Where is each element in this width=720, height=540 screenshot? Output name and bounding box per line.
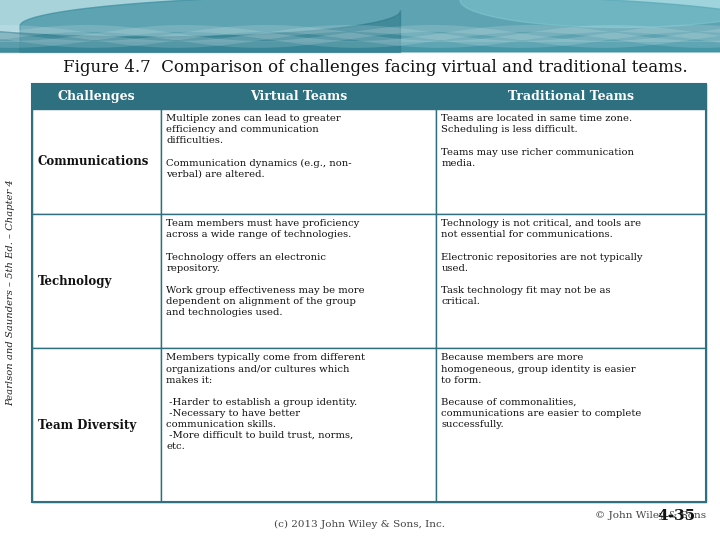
Bar <box>436 348 706 502</box>
Polygon shape <box>460 0 720 28</box>
Text: © John Wiley & Sons: © John Wiley & Sons <box>595 511 706 521</box>
Text: Because members are more
homogeneous, group identity is easier
to form.

Because: Because members are more homogeneous, gr… <box>441 353 642 429</box>
Bar <box>436 214 706 348</box>
Bar <box>0 0 720 42</box>
Bar <box>161 214 436 348</box>
Bar <box>436 109 706 214</box>
Bar <box>32 214 161 348</box>
Text: Challenges: Challenges <box>58 90 135 103</box>
Bar <box>32 109 161 214</box>
Bar <box>32 84 706 502</box>
Text: Virtual Teams: Virtual Teams <box>251 90 348 103</box>
Text: (c) 2013 John Wiley & Sons, Inc.: (c) 2013 John Wiley & Sons, Inc. <box>274 519 446 529</box>
Bar <box>32 84 161 109</box>
Text: Members typically come from different
organizations and/or cultures which
makes : Members typically come from different or… <box>166 353 366 451</box>
Bar <box>161 84 436 109</box>
Text: Pearlson and Saunders – 5th Ed. – Chapter 4: Pearlson and Saunders – 5th Ed. – Chapte… <box>6 180 16 407</box>
Bar <box>161 348 436 502</box>
Text: Team Diversity: Team Diversity <box>38 418 136 431</box>
Text: Technology: Technology <box>38 275 112 288</box>
Text: 4-35: 4-35 <box>657 509 695 523</box>
Bar <box>0 0 720 52</box>
Bar <box>161 109 436 214</box>
Text: Multiple zones can lead to greater
efficiency and communication
difficulties.

C: Multiple zones can lead to greater effic… <box>166 114 352 179</box>
Text: Communications: Communications <box>38 156 149 168</box>
Text: Figure 4.7  Comparison of challenges facing virtual and traditional teams.: Figure 4.7 Comparison of challenges faci… <box>63 59 688 77</box>
Bar <box>436 84 706 109</box>
Text: Traditional Teams: Traditional Teams <box>508 90 634 103</box>
Text: Team members must have proficiency
across a wide range of technologies.

Technol: Team members must have proficiency acros… <box>166 219 365 317</box>
Text: Teams are located in same time zone.
Scheduling is less difficult.

Teams may us: Teams are located in same time zone. Sch… <box>441 114 634 168</box>
Bar <box>32 348 161 502</box>
Text: Technology is not critical, and tools are
not essential for communications.

Ele: Technology is not critical, and tools ar… <box>441 219 643 306</box>
